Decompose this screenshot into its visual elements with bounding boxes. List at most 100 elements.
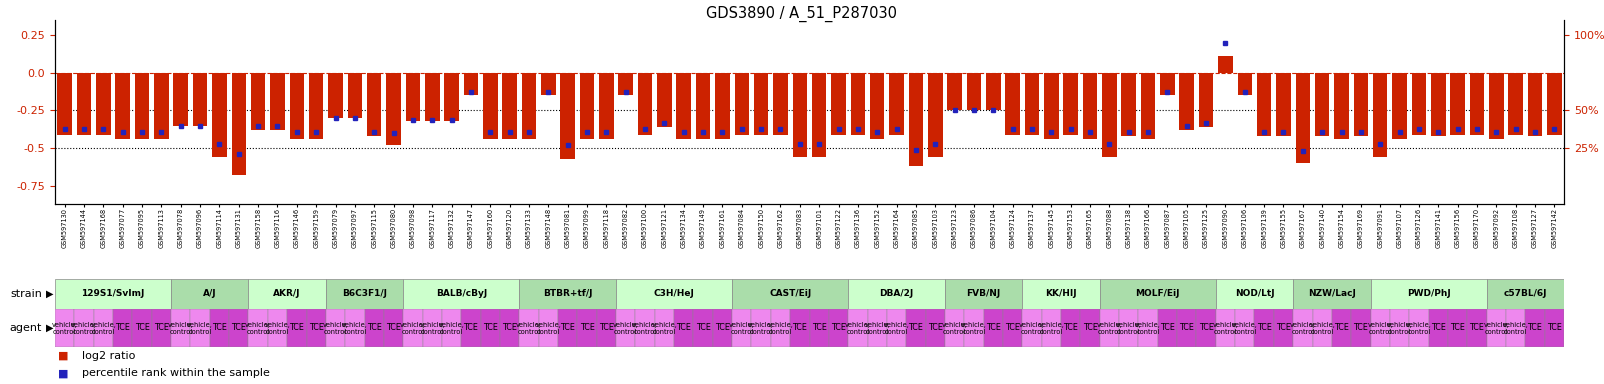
- Bar: [577, 309, 597, 347]
- Bar: [422, 309, 443, 347]
- Bar: [1392, 73, 1407, 139]
- Bar: [619, 73, 634, 95]
- Text: TCE: TCE: [1335, 323, 1349, 333]
- Text: vehicle,
control: vehicle, control: [768, 321, 794, 334]
- Text: vehicle,
control: vehicle, control: [536, 321, 561, 334]
- Bar: [268, 309, 287, 347]
- Text: NZW/LacJ: NZW/LacJ: [1307, 290, 1355, 298]
- Bar: [696, 73, 711, 139]
- Bar: [1391, 309, 1410, 347]
- Bar: [945, 309, 964, 347]
- Bar: [1139, 309, 1158, 347]
- Bar: [929, 73, 943, 157]
- Bar: [1022, 309, 1041, 347]
- Bar: [364, 309, 383, 347]
- Bar: [677, 73, 691, 139]
- Text: vehicle,
control: vehicle, control: [1116, 321, 1142, 334]
- Bar: [1060, 309, 1081, 347]
- Bar: [133, 309, 152, 347]
- Bar: [348, 73, 363, 118]
- Text: vehicle,
control: vehicle, control: [845, 321, 871, 334]
- Text: BTBR+tf/J: BTBR+tf/J: [542, 290, 592, 298]
- Text: DBA/2J: DBA/2J: [879, 290, 914, 298]
- Bar: [1235, 309, 1254, 347]
- Text: TCE: TCE: [367, 323, 382, 333]
- Text: TCE: TCE: [1469, 323, 1484, 333]
- Bar: [751, 309, 772, 347]
- Bar: [1448, 309, 1468, 347]
- Bar: [1022, 279, 1100, 309]
- Bar: [539, 309, 558, 347]
- Bar: [1335, 73, 1349, 139]
- Bar: [269, 73, 286, 130]
- Text: TCE: TCE: [308, 323, 324, 333]
- Text: TCE: TCE: [231, 323, 247, 333]
- Text: TCE: TCE: [483, 323, 497, 333]
- Text: vehicle,
control: vehicle, control: [265, 321, 290, 334]
- Bar: [1351, 309, 1370, 347]
- Bar: [773, 73, 788, 135]
- Bar: [1296, 73, 1310, 163]
- Text: 129S1/SvImJ: 129S1/SvImJ: [82, 290, 144, 298]
- Bar: [229, 309, 249, 347]
- Text: vehicle,
control: vehicle, control: [90, 321, 115, 334]
- Bar: [658, 73, 672, 127]
- Text: ■: ■: [58, 351, 69, 361]
- Bar: [964, 309, 983, 347]
- Bar: [869, 73, 884, 139]
- Text: AKR/J: AKR/J: [273, 290, 302, 298]
- Bar: [93, 309, 112, 347]
- Text: TCE: TCE: [154, 323, 168, 333]
- Bar: [674, 309, 693, 347]
- Text: TCE: TCE: [464, 323, 478, 333]
- Bar: [483, 73, 497, 139]
- Bar: [1370, 309, 1391, 347]
- Bar: [520, 309, 539, 347]
- Text: vehicle,
control: vehicle, control: [1503, 321, 1529, 334]
- Text: TCE: TCE: [1256, 323, 1272, 333]
- Text: vehicle,
control: vehicle, control: [245, 321, 271, 334]
- Bar: [983, 309, 1002, 347]
- Bar: [249, 309, 268, 347]
- Bar: [231, 73, 245, 175]
- Bar: [1450, 73, 1464, 135]
- Bar: [1354, 73, 1368, 136]
- Bar: [1489, 73, 1503, 139]
- Bar: [1293, 279, 1370, 309]
- Bar: [1373, 73, 1387, 157]
- Bar: [345, 309, 364, 347]
- Text: KK/HIJ: KK/HIJ: [1046, 290, 1076, 298]
- Bar: [172, 279, 249, 309]
- Text: TCE: TCE: [1354, 323, 1368, 333]
- Bar: [1508, 73, 1522, 135]
- Bar: [500, 309, 520, 347]
- Bar: [1100, 309, 1120, 347]
- Text: TCE: TCE: [677, 323, 691, 333]
- Bar: [829, 309, 849, 347]
- Bar: [906, 309, 926, 347]
- Bar: [55, 309, 74, 347]
- Bar: [403, 309, 422, 347]
- Text: TCE: TCE: [696, 323, 711, 333]
- Bar: [1002, 309, 1022, 347]
- Text: TCE: TCE: [1063, 323, 1078, 333]
- Bar: [1274, 309, 1293, 347]
- Text: TCE: TCE: [289, 323, 305, 333]
- Bar: [1487, 309, 1506, 347]
- Bar: [560, 73, 574, 159]
- Bar: [1312, 309, 1331, 347]
- Text: MOLF/EiJ: MOLF/EiJ: [1136, 290, 1181, 298]
- Bar: [638, 73, 653, 135]
- Bar: [191, 309, 210, 347]
- Text: vehicle,
control: vehicle, control: [1387, 321, 1413, 334]
- Text: TCE: TCE: [1431, 323, 1445, 333]
- Text: vehicle,
control: vehicle, control: [747, 321, 775, 334]
- Bar: [481, 309, 500, 347]
- Bar: [1063, 73, 1078, 135]
- Bar: [55, 279, 172, 309]
- Text: vehicle,
control: vehicle, control: [651, 321, 677, 334]
- Bar: [290, 73, 305, 139]
- Bar: [520, 279, 616, 309]
- Text: TCE: TCE: [812, 323, 826, 333]
- Bar: [850, 73, 865, 135]
